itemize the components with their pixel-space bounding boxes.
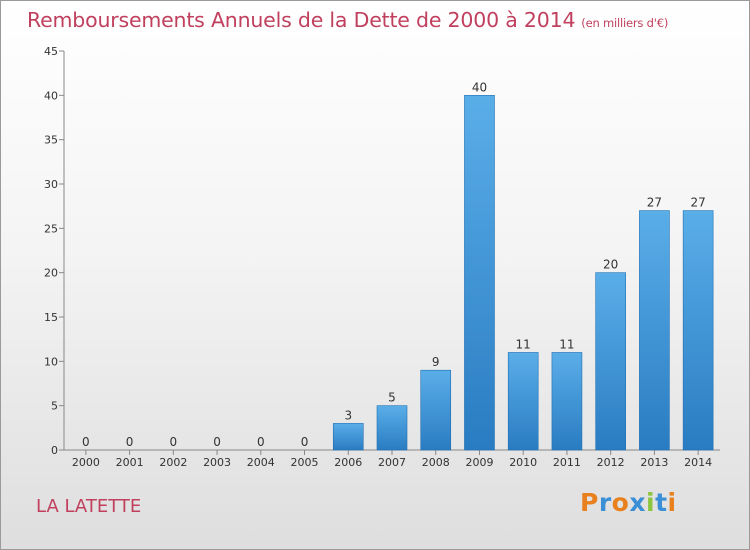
x-tick-label: 2000	[72, 456, 100, 469]
value-label-2001: 0	[126, 435, 134, 449]
value-label-2014: 27	[690, 196, 705, 210]
x-tick-label: 2012	[597, 456, 625, 469]
value-label-2003: 0	[213, 435, 221, 449]
bar-2009	[464, 95, 495, 451]
chart-title-text: Remboursements Annuels de la Dette de 20…	[27, 8, 576, 32]
logo-letter: x	[629, 488, 646, 517]
value-label-2011: 11	[559, 337, 574, 351]
value-label-2000: 0	[82, 435, 90, 449]
value-label-2005: 0	[301, 435, 309, 449]
x-tick-label: 2006	[334, 456, 362, 469]
y-axis: 0 5 10 15 20 25 30 35 40 45	[44, 45, 65, 457]
bar-2007	[376, 405, 408, 451]
value-label-2010: 11	[516, 337, 531, 351]
y-tick-label: 30	[44, 178, 58, 191]
bar-2010	[507, 352, 539, 451]
y-tick-label: 45	[44, 45, 58, 58]
value-label-2002: 0	[170, 435, 178, 449]
chart-title: Remboursements Annuels de la Dette de 20…	[27, 8, 668, 32]
x-tick-label: 2005	[291, 456, 319, 469]
proxiti-logo: Proxiti	[580, 488, 677, 517]
logo-letter: i	[667, 488, 677, 517]
y-tick-label: 20	[44, 267, 58, 280]
x-tick-label: 2009	[465, 456, 493, 469]
bar-2012	[595, 272, 626, 451]
value-label-2013: 27	[647, 196, 662, 210]
x-tick-label: 2004	[247, 456, 275, 469]
bar-2013	[639, 210, 670, 451]
logo-letter: P	[580, 488, 599, 517]
x-tick-label: 2007	[378, 456, 406, 469]
logo-letter: r	[598, 488, 612, 517]
value-labels: 0 0 0 0 0 0 3 5 9 40 11 11 20 27 27	[82, 80, 706, 449]
bar-2008	[420, 369, 452, 451]
value-label-2007: 5	[388, 391, 396, 405]
x-tick-label: 2014	[684, 456, 712, 469]
bar-2006	[332, 423, 364, 451]
logo-letter: i	[646, 488, 656, 517]
logo-letter: o	[611, 488, 630, 517]
bar-2014	[682, 210, 714, 451]
x-tick-label: 2001	[116, 456, 144, 469]
place-name: LA LATETTE	[36, 496, 142, 517]
bar-2011	[551, 352, 583, 451]
x-tick-label: 2013	[640, 456, 668, 469]
value-label-2004: 0	[257, 435, 265, 449]
y-tick-label: 40	[44, 89, 58, 102]
y-tick-label: 10	[44, 355, 58, 368]
value-label-2009: 40	[472, 80, 487, 94]
y-tick-label: 35	[44, 134, 58, 147]
value-label-2008: 9	[432, 355, 440, 369]
x-axis: 2000 2001 2002 2003 2004 2005 2006 2007 2008 2009…	[64, 449, 720, 469]
x-tick-label: 2011	[553, 456, 581, 469]
y-tick-label: 25	[44, 222, 58, 235]
logo-letter: t	[655, 488, 668, 517]
x-tick-label: 2010	[509, 456, 537, 469]
value-label-2006: 3	[344, 408, 352, 422]
value-label-2012: 20	[603, 258, 618, 272]
x-tick-label: 2003	[203, 456, 231, 469]
x-tick-label: 2008	[422, 456, 450, 469]
y-tick-label: 0	[51, 444, 58, 457]
chart-subtitle: (en milliers d'€)	[581, 16, 669, 30]
y-tick-label: 15	[44, 311, 58, 324]
y-tick-label: 5	[51, 400, 58, 413]
bars	[332, 95, 714, 451]
x-tick-label: 2002	[159, 456, 187, 469]
